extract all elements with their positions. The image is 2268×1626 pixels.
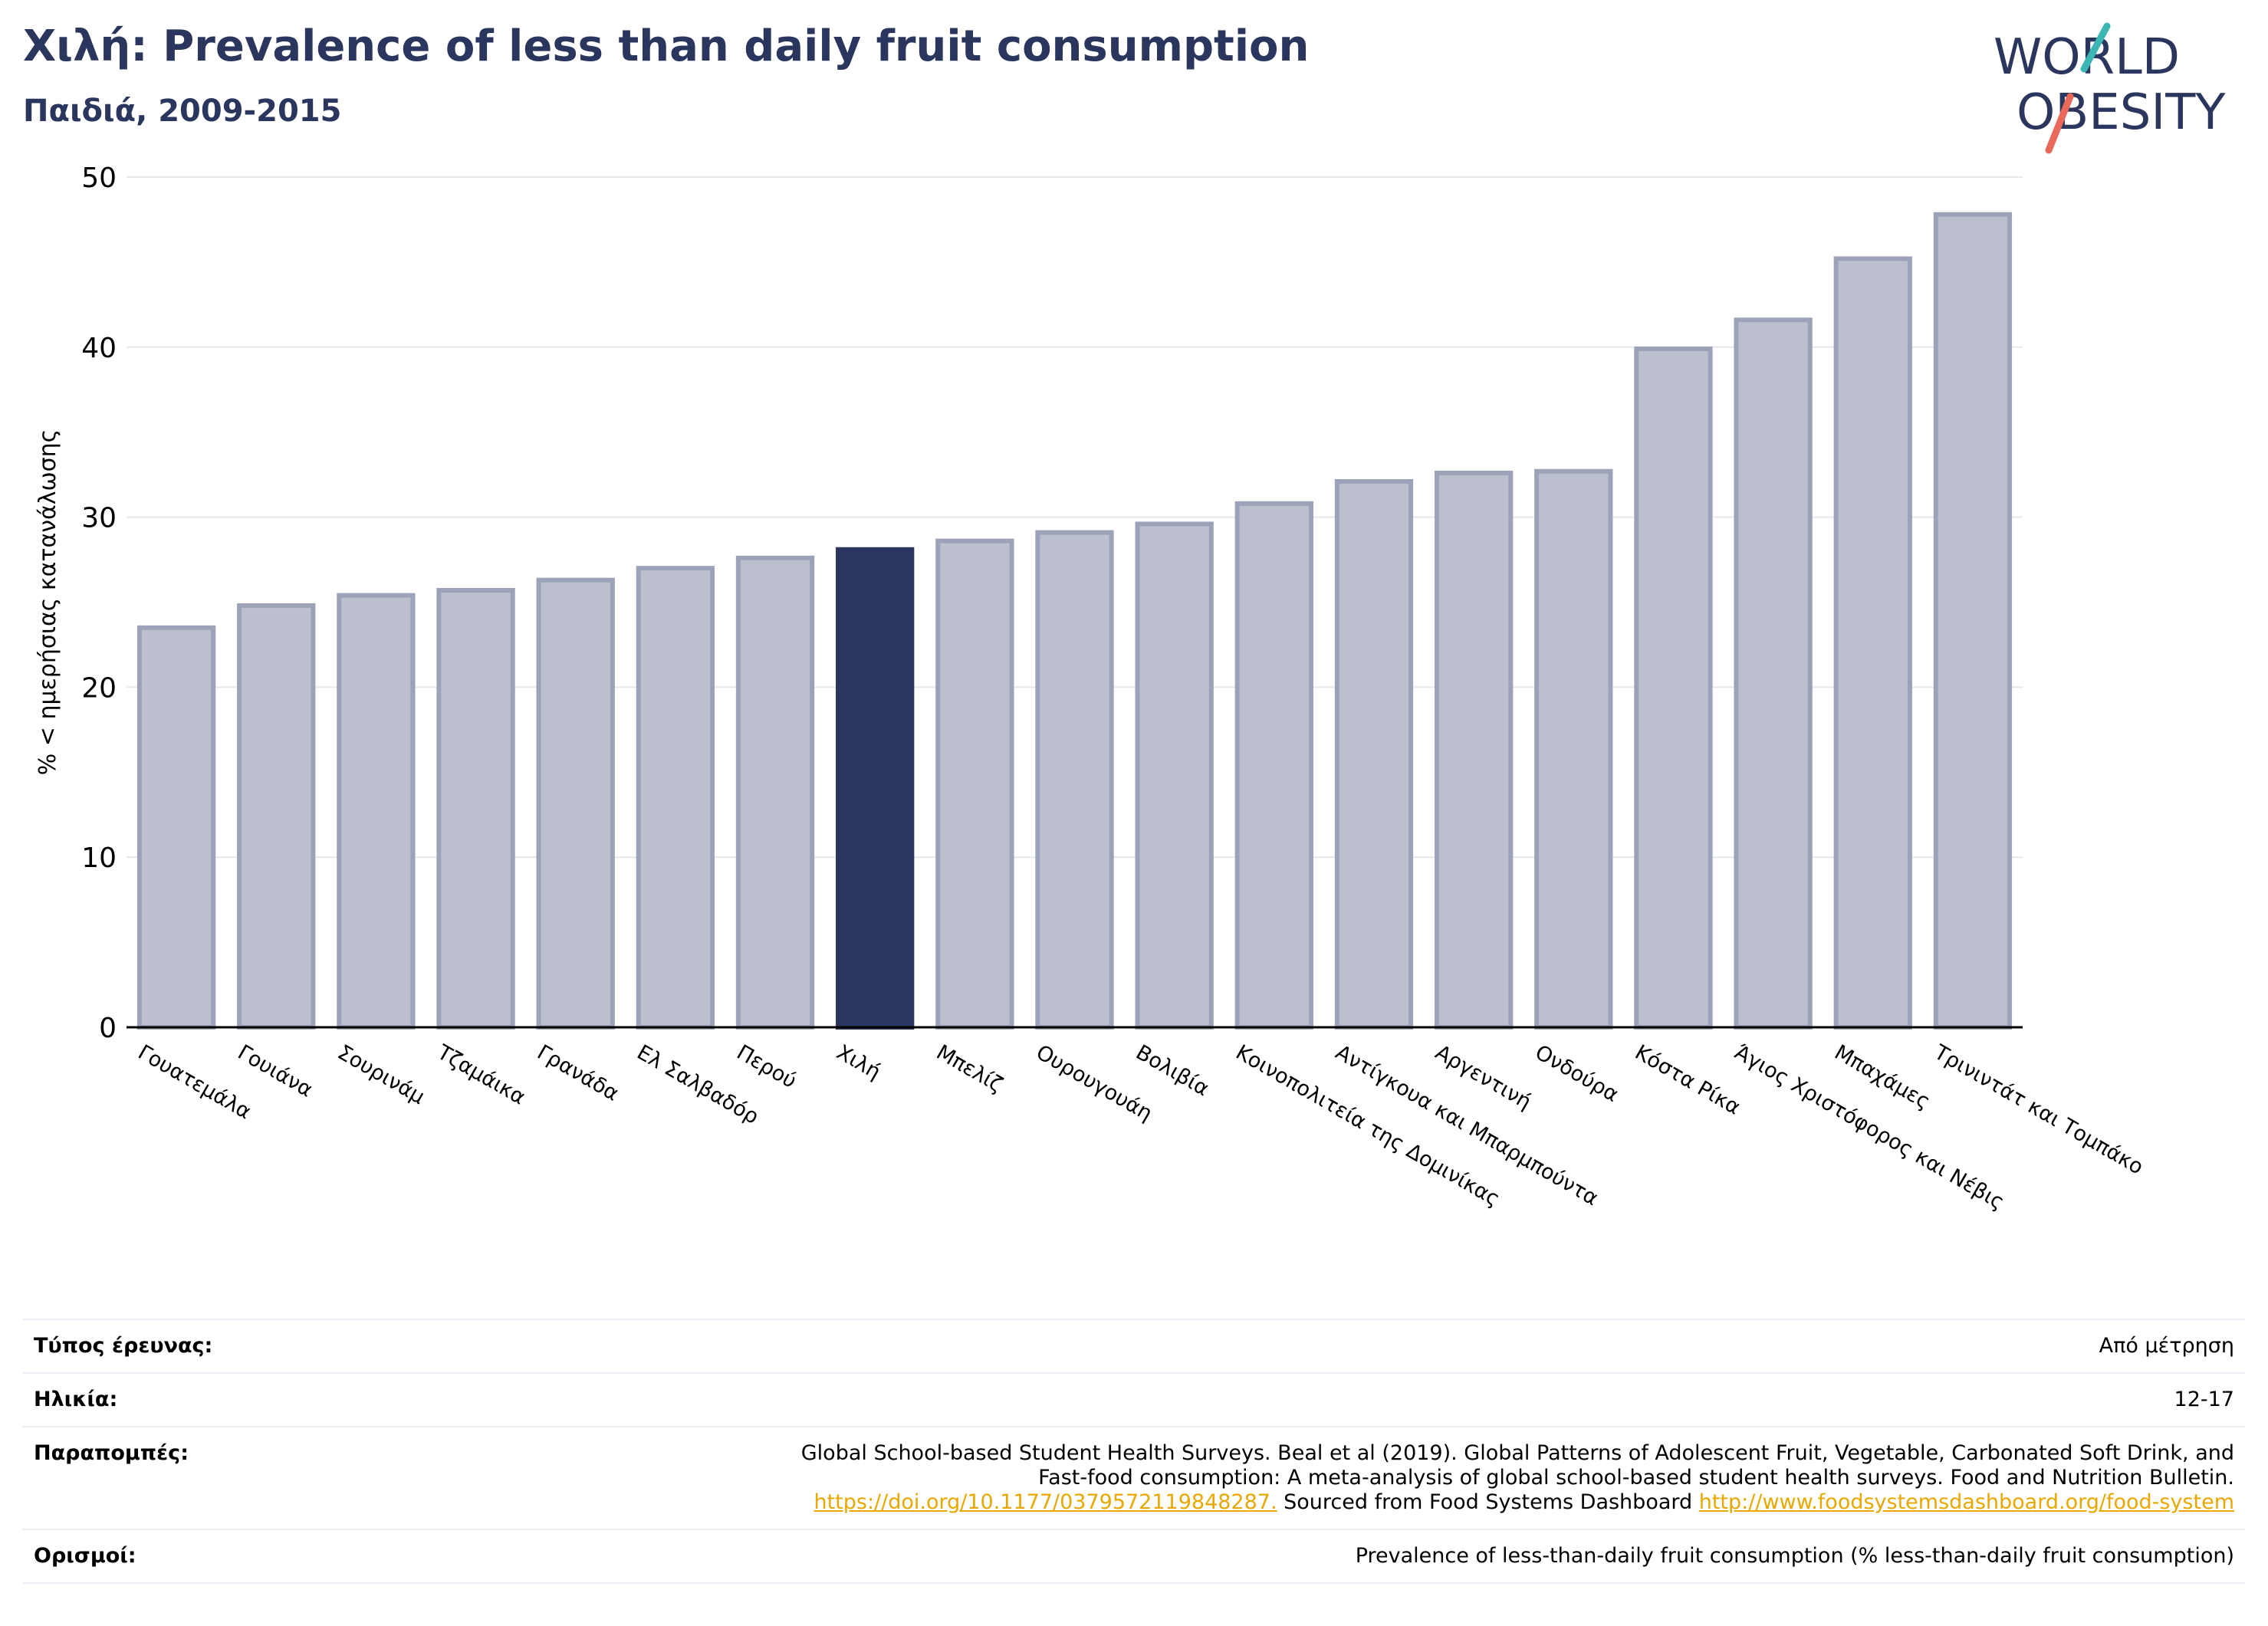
meta-key: Τύπος έρευνας: [34,1334,213,1358]
meta-row-references: Παραπομπές: Global School-based Student … [23,1426,2245,1529]
y-tick-label: 40 [81,333,117,364]
bar [1833,256,1912,1030]
bar [935,538,1014,1030]
bar [337,593,416,1030]
bar [1135,521,1214,1030]
meta-value: Από μέτρηση [2099,1334,2234,1358]
bar [1334,479,1414,1030]
y-tick-label: 30 [81,503,117,534]
world-obesity-logo: WORLD OBESITY [1994,22,2226,154]
meta-value: Global School-based Student Health Surve… [801,1441,2234,1515]
reference-middle: Sourced from Food Systems Dashboard [1277,1490,1699,1514]
x-tick-label: Γουατεμάλα [134,1040,255,1124]
y-tick-label: 0 [99,1013,117,1044]
reference-line2: Fast-food consumption: A meta-analysis o… [1038,1466,2234,1490]
x-tick-label: Τζαμάικα [432,1040,529,1110]
bar [1035,530,1114,1030]
bar-highlighted [836,547,915,1030]
x-tick-label: Βολιβία [1132,1040,1213,1101]
meta-row-definitions: Ορισμοί: Prevalence of less-than-daily f… [23,1529,2245,1584]
logo-slash-bottom [2045,93,2074,154]
logo-slash-top [2080,22,2111,73]
bars [136,212,2013,1030]
meta-key: Παραπομπές: [34,1441,189,1465]
bar [636,566,715,1030]
bar [1434,470,1514,1030]
chart-subtitle: Παιδιά, 2009-2015 [23,94,342,129]
y-axis-label: % < ημερήσιας κατανάλωσης [35,429,61,776]
metadata-table: Τύπος έρευνας: Από μέτρηση Ηλικία: 12-17… [23,1319,2245,1584]
bar [436,587,515,1030]
bar [1234,501,1313,1030]
x-tick-label: Τρινιντάτ και Τομπάκο [1930,1040,2148,1180]
bar [735,555,815,1030]
x-tick-label: Ονδούρα [1531,1040,1622,1107]
y-tick-label: 20 [81,672,117,704]
x-tick-label: Περού [733,1040,800,1093]
meta-value: Prevalence of less-than-daily fruit cons… [1355,1544,2234,1568]
doi-link[interactable]: https://doi.org/10.1177/0379572119848287… [814,1490,1277,1514]
y-tick-label: 50 [81,163,117,194]
reference-line1: Global School-based Student Health Surve… [800,1441,2234,1465]
y-tick-label: 10 [81,843,117,874]
x-tick-label: Γρανάδα [533,1040,623,1105]
bar [1734,317,1813,1030]
dashboard-link[interactable]: http://www.foodsystemsdashboard.org/food… [1698,1490,2234,1514]
meta-key: Ηλικία: [34,1388,118,1411]
bar [536,577,615,1030]
meta-value: 12-17 [2174,1388,2234,1411]
meta-row-survey-type: Τύπος έρευνας: Από μέτρηση [23,1319,2245,1372]
meta-key: Ορισμοί: [34,1544,136,1568]
bar [1534,468,1613,1030]
bar [136,625,216,1030]
logo-line2: OBESITY [2017,84,2226,141]
x-tick-label: Μπελίζ [932,1040,1007,1097]
bar [1634,347,1713,1030]
x-tick-label: Κόστα Ρίκα [1631,1040,1744,1119]
meta-row-age: Ηλικία: 12-17 [23,1372,2245,1426]
bar [237,603,316,1030]
x-tick-label: Γουιάνα [234,1040,317,1102]
x-tick-label: Σουρινάμ [334,1040,429,1109]
y-axis-ticks: 0 10 20 30 40 50 [81,163,117,1044]
x-tick-label: Χιλή [833,1040,885,1084]
bar [1933,212,2013,1030]
chart-title: Χιλή: Prevalence of less than daily frui… [23,21,1310,71]
